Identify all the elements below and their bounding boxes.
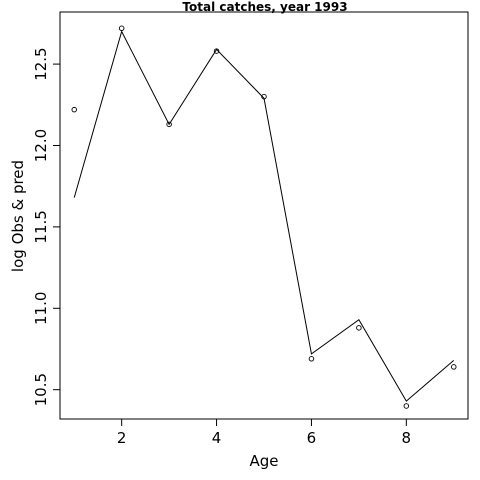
x-tick-label: 4 <box>212 429 222 447</box>
series-layer <box>71 25 457 409</box>
observed-point <box>71 106 77 113</box>
x-axis: 2 4 6 8 <box>117 418 412 447</box>
predicted-line <box>73 30 455 402</box>
x-axis-label: Age <box>249 452 278 470</box>
y-axis-label: log Obs & pred <box>9 160 27 272</box>
chart-title: Total catches, year 1993 <box>182 0 347 14</box>
x-tick-label: 2 <box>117 429 127 447</box>
observed-point <box>403 403 410 409</box>
observed-point <box>166 121 172 128</box>
y-tick-label: 12.5 <box>32 47 50 80</box>
observed-point <box>451 364 457 370</box>
y-axis: 10.5 11.0 11.5 12.0 12.5 <box>32 47 61 406</box>
y-tick-label: 10.5 <box>32 373 50 406</box>
observed-point <box>308 356 315 362</box>
y-tick-label: 11.5 <box>32 210 50 243</box>
x-tick-label: 8 <box>402 429 412 447</box>
y-tick-label: 12.0 <box>32 129 50 162</box>
observed-point <box>356 325 362 331</box>
y-tick-label: 11.0 <box>32 292 50 325</box>
x-tick-label: 6 <box>307 429 317 447</box>
